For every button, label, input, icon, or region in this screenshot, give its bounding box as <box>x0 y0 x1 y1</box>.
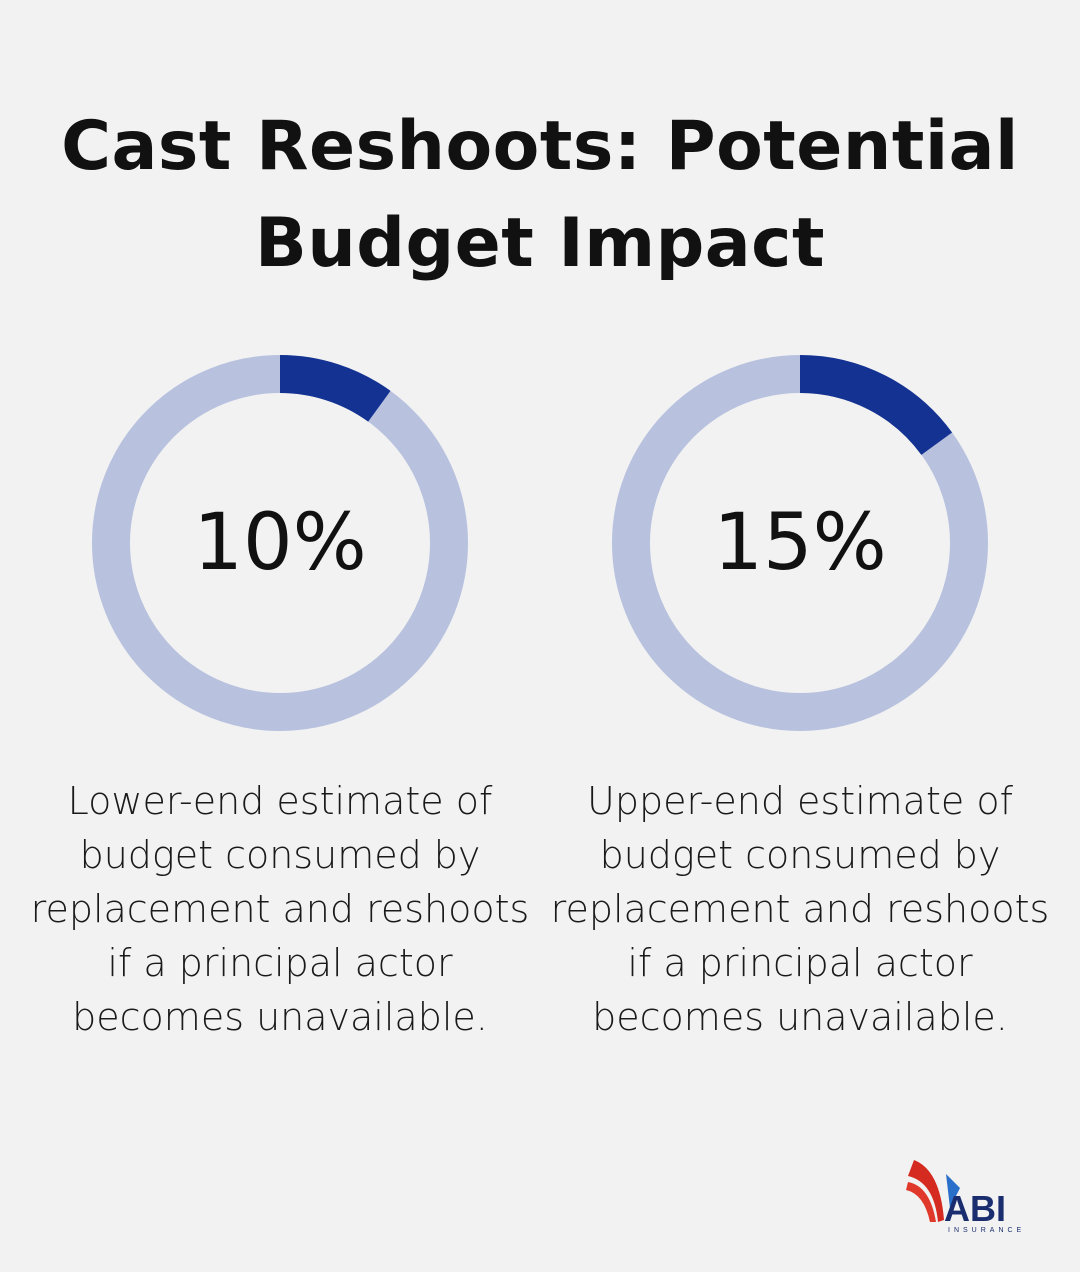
logo-icon: ABI INSURANCE <box>906 1160 1025 1234</box>
abi-insurance-logo: ABI INSURANCE <box>900 1148 1050 1238</box>
page-title: Cast Reshoots: Potential Budget Impact <box>61 107 1019 283</box>
donut-segment <box>279 355 391 422</box>
donut-svg <box>612 355 988 731</box>
svg-text:INSURANCE: INSURANCE <box>948 1227 1025 1234</box>
donut-segment <box>799 355 953 456</box>
description-high: Upper-end estimate of budget consumed by… <box>550 779 1050 1039</box>
donut-svg <box>92 355 468 731</box>
percent-label: 15% <box>713 498 887 588</box>
donut-chart-low: 10% <box>92 355 468 731</box>
svg-text:ABI: ABI <box>944 1188 1006 1229</box>
percent-label: 10% <box>193 498 367 588</box>
donut-chart-high: 15% <box>612 355 988 731</box>
description-low: Lower-end estimate of budget consumed by… <box>30 779 530 1039</box>
